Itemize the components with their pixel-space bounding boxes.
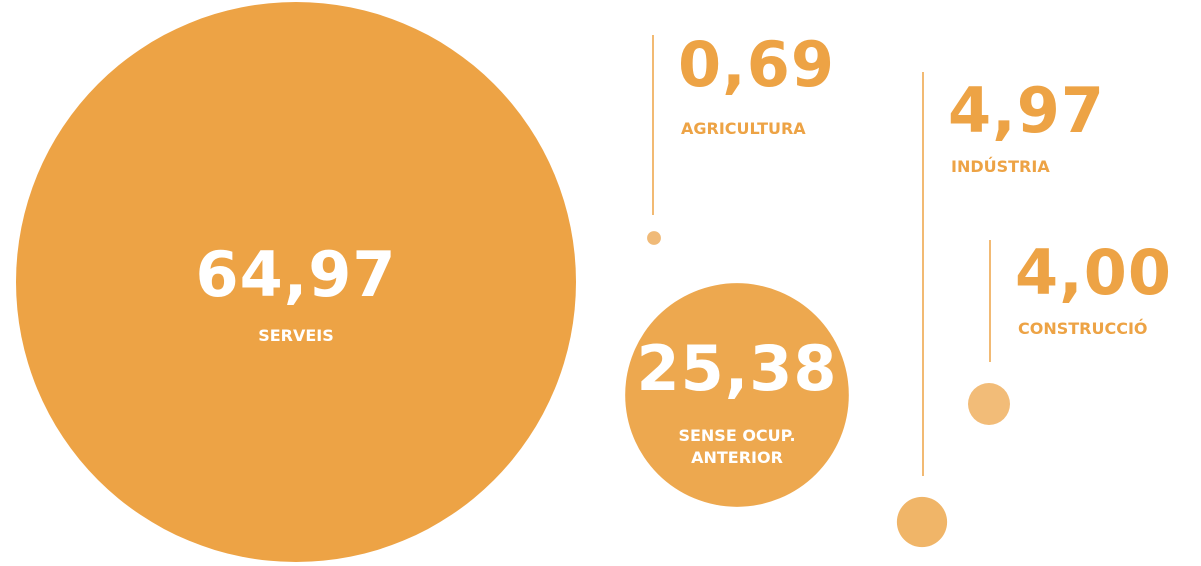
value-label: 25,38 [636,332,838,405]
value-label: 0,69 [678,28,835,101]
bubble [16,2,576,562]
bubble [647,231,661,245]
bubble [968,383,1010,425]
category-label: AGRICULTURA [681,119,806,138]
category-label: CONSTRUCCIÓ [1018,319,1148,338]
bubble [896,496,948,548]
value-label: 64,97 [195,238,397,311]
value-label: 4,00 [1015,236,1172,309]
value-label: 4,97 [948,74,1105,147]
category-label: INDÚSTRIA [951,157,1050,176]
category-label: SERVEIS [258,326,334,345]
bubble [625,283,849,507]
category-label: SENSE OCUP. ANTERIOR [678,426,796,467]
